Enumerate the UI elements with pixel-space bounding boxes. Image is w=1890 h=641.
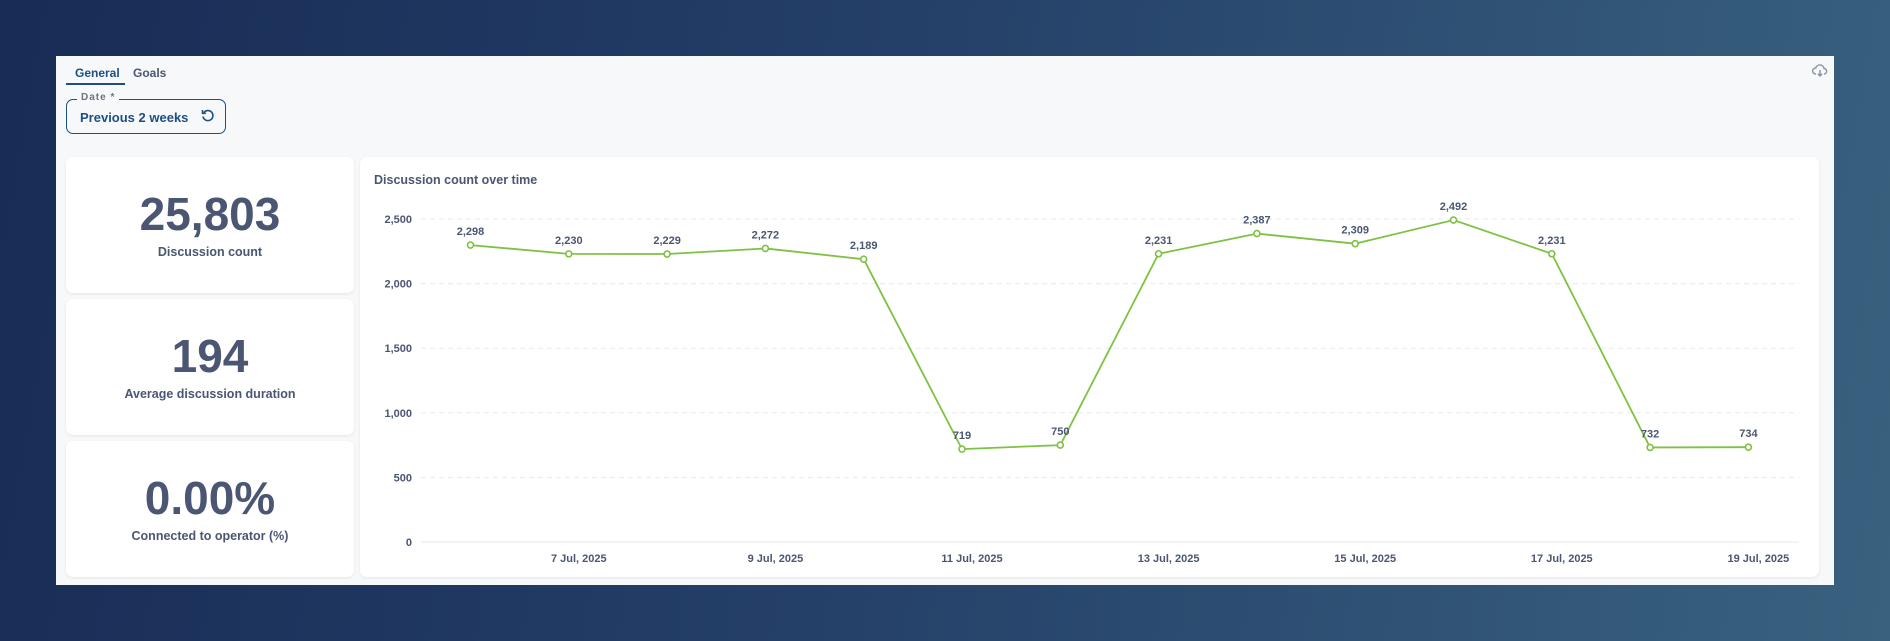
chart-card: Discussion count over time 0 500 1,000 1,50… bbox=[360, 157, 1819, 577]
y-tick-label: 1,500 bbox=[384, 343, 412, 355]
kpi-card-average-duration: 194 Average discussion duration bbox=[66, 299, 354, 435]
data-label: 734 bbox=[1739, 428, 1758, 440]
cloud-download-icon[interactable] bbox=[1811, 64, 1828, 78]
data-point bbox=[1154, 249, 1163, 258]
y-tick-label: 1,000 bbox=[384, 408, 412, 420]
data-point bbox=[859, 255, 868, 263]
data-point bbox=[466, 241, 475, 249]
data-label: 719 bbox=[953, 430, 971, 442]
date-filter[interactable]: Date * Previous 2 weeks bbox=[66, 92, 226, 134]
kpi-value: 194 bbox=[171, 330, 249, 382]
data-label: 2,309 bbox=[1341, 225, 1369, 237]
date-filter-value: Previous 2 weeks bbox=[80, 110, 189, 125]
y-tick-label: 0 bbox=[406, 537, 412, 549]
kpi-value: 25,803 bbox=[139, 188, 281, 240]
data-point bbox=[958, 445, 966, 453]
active-tab-indicator bbox=[66, 83, 125, 85]
tab-general[interactable]: General bbox=[75, 66, 120, 80]
data-label: 2,230 bbox=[555, 235, 583, 247]
tab-goals[interactable]: Goals bbox=[133, 66, 167, 80]
x-tick-label: 15 Jul, 2025 bbox=[1334, 553, 1396, 565]
data-label: 2,272 bbox=[752, 229, 780, 241]
y-tick-label: 2,000 bbox=[384, 279, 412, 291]
kpi-label: Connected to operator (%) bbox=[131, 529, 289, 543]
dashboard-panel: General Goals Date * Previous 2 weeks 25… bbox=[56, 56, 1834, 585]
data-label: 2,231 bbox=[1538, 235, 1566, 247]
y-tick-label: 500 bbox=[394, 472, 412, 484]
kpi-label: Average discussion duration bbox=[124, 387, 296, 401]
data-point bbox=[1351, 239, 1360, 248]
series-line bbox=[470, 219, 1749, 451]
kpi-label: Discussion count bbox=[157, 245, 263, 259]
data-label: 2,492 bbox=[1440, 201, 1468, 213]
date-filter-label: Date * bbox=[77, 92, 120, 103]
line-chart: 0 500 1,000 1,500 2,000 2,500 7 Jul, 2025 9 Jul… bbox=[384, 201, 1799, 565]
data-point bbox=[1449, 216, 1458, 224]
x-tick-label: 19 Jul, 2025 bbox=[1728, 553, 1790, 565]
data-label: 2,229 bbox=[653, 235, 681, 247]
x-tick-label: 9 Jul, 2025 bbox=[748, 553, 804, 565]
chart-title: Discussion count over time bbox=[374, 173, 538, 187]
x-tick-label: 11 Jul, 2025 bbox=[941, 553, 1002, 565]
data-point bbox=[663, 250, 671, 258]
data-point bbox=[565, 250, 573, 258]
x-tick-label: 17 Jul, 2025 bbox=[1531, 553, 1593, 565]
data-point bbox=[1744, 443, 1753, 451]
data-label: 2,387 bbox=[1243, 215, 1271, 227]
data-label: 750 bbox=[1051, 426, 1069, 438]
x-tick-label: 13 Jul, 2025 bbox=[1138, 553, 1200, 565]
data-label: 732 bbox=[1641, 428, 1659, 440]
data-point bbox=[1646, 443, 1654, 452]
x-tick-label: 7 Jul, 2025 bbox=[551, 553, 607, 565]
kpi-value: 0.00% bbox=[144, 472, 276, 524]
y-tick-label: 2,500 bbox=[384, 214, 412, 226]
data-point bbox=[761, 244, 770, 253]
data-label: 2,231 bbox=[1145, 235, 1173, 247]
data-point bbox=[1056, 441, 1065, 449]
data-label: 2,298 bbox=[457, 226, 485, 238]
data-point bbox=[1548, 249, 1556, 258]
data-label: 2,189 bbox=[850, 240, 878, 252]
reset-icon[interactable] bbox=[199, 107, 217, 125]
kpi-card-connected-operator: 0.00% Connected to operator (%) bbox=[66, 441, 354, 577]
data-point bbox=[1253, 229, 1261, 238]
kpi-card-discussion-count: 25,803 Discussion count bbox=[66, 157, 354, 293]
